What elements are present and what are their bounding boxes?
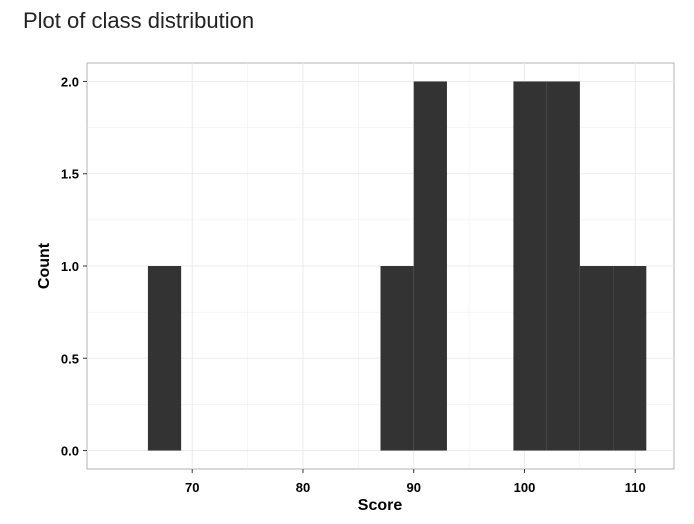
x-tick-label: 110 [625,480,646,495]
x-tick-label: 70 [185,480,199,495]
bars [147,81,647,451]
x-tick-label: 100 [514,480,536,495]
histogram-bar [380,266,414,451]
y-tick-label: 2.0 [61,74,79,89]
x-axis: 70 80 90 100 110 [185,469,646,495]
y-tick-label: 0.5 [61,351,79,366]
x-tick-label: 80 [296,480,310,495]
y-tick-label: 0.0 [61,444,79,459]
histogram-bar [147,266,182,451]
y-axis: 0.0 0.5 1.0 1.5 2.0 [61,74,87,459]
chart-title: Plot of class distribution [23,8,255,33]
histogram-bar [513,81,547,451]
x-axis-label: Score [358,497,403,514]
x-tick-label: 90 [406,480,420,495]
histogram-bar [413,81,447,451]
histogram-bar [546,81,580,451]
y-axis-label: Count [36,242,53,289]
y-tick-label: 1.0 [61,259,79,274]
y-tick-label: 1.5 [61,167,79,182]
histogram-bar [579,266,614,451]
histogram-bar [613,266,647,451]
